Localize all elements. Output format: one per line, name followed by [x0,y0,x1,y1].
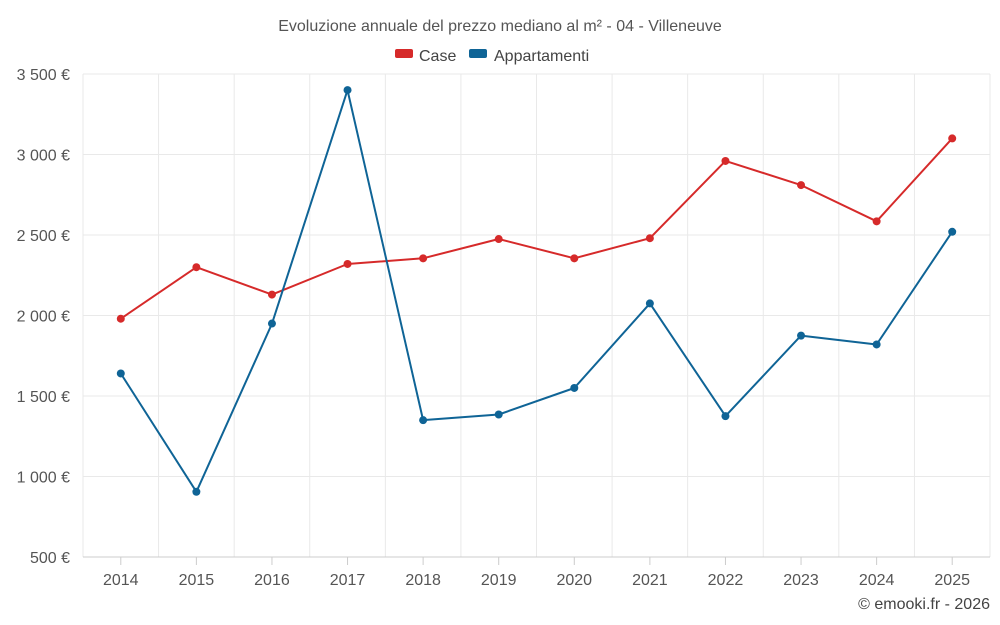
data-point-appartamenti[interactable] [192,487,201,496]
x-tick-label: 2024 [859,572,895,589]
data-point-case[interactable] [419,254,428,263]
gridlines [82,73,991,557]
legend-label-case: Case [419,48,456,65]
y-tick-label: 1 500 € [17,389,70,406]
series-case [116,134,957,323]
x-tick-label: 2017 [330,572,366,589]
data-point-appartamenti[interactable] [419,416,428,425]
data-point-case[interactable] [797,181,806,190]
data-point-appartamenti[interactable] [343,86,352,95]
legend-item-case[interactable]: Case [395,48,456,65]
y-tick-label: 1 000 € [17,470,70,487]
data-point-appartamenti[interactable] [948,227,957,236]
data-point-case[interactable] [343,259,352,268]
series-line-case [120,137,953,320]
x-tick-label: 2015 [179,572,215,589]
y-tick-label: 3 000 € [17,148,70,165]
legend-swatch-case [395,49,413,58]
x-tick-label: 2019 [481,572,517,589]
data-point-appartamenti[interactable] [645,299,654,308]
x-tick-label: 2025 [934,572,970,589]
credit-text: © emooki.fr - 2026 [858,596,990,613]
series-line-appartamenti [119,89,954,493]
data-point-case[interactable] [645,234,654,243]
data-point-case[interactable] [570,254,579,263]
chart-title: Evoluzione annuale del prezzo mediano al… [278,18,722,35]
x-tick-label: 2021 [632,572,668,589]
data-point-case[interactable] [872,217,881,226]
x-axis: 2014 2015 2016 2017 2018 2019 2020 2021 2022 2023… [83,556,990,589]
data-point-appartamenti[interactable] [116,369,125,378]
data-point-appartamenti[interactable] [267,319,276,328]
x-tick-label: 2023 [783,572,819,589]
y-tick-label: 2 500 € [17,228,70,245]
x-tick-label: 2022 [708,572,744,589]
data-point-case[interactable] [494,235,503,244]
data-point-appartamenti[interactable] [872,340,881,349]
y-tick-label: 3 500 € [17,67,70,84]
x-tick-label: 2020 [556,572,592,589]
y-tick-label: 2 000 € [17,309,70,326]
data-point-case[interactable] [192,263,201,272]
y-axis: 500 € 1 000 € 1 500 € 2 000 € 2 500 € 3 000 €… [17,67,70,567]
data-point-appartamenti[interactable] [721,412,730,421]
x-tick-label: 2014 [103,572,139,589]
series-appartamenti [116,86,957,496]
legend-swatch-appartamenti [469,49,487,58]
y-tick-label: 500 € [30,550,70,567]
data-point-appartamenti[interactable] [494,410,503,419]
legend-item-appartamenti[interactable]: Appartamenti [469,48,589,65]
x-tick-label: 2016 [254,572,290,589]
legend-label-appartamenti: Appartamenti [494,48,589,65]
data-point-case[interactable] [267,290,276,299]
series [116,86,957,496]
data-point-appartamenti[interactable] [570,383,579,392]
legend: Case Appartamenti [395,48,589,65]
data-point-case[interactable] [721,156,730,165]
x-tick-label: 2018 [405,572,441,589]
data-point-case[interactable] [948,134,957,143]
data-point-appartamenti[interactable] [797,331,806,340]
data-point-case[interactable] [116,314,125,323]
